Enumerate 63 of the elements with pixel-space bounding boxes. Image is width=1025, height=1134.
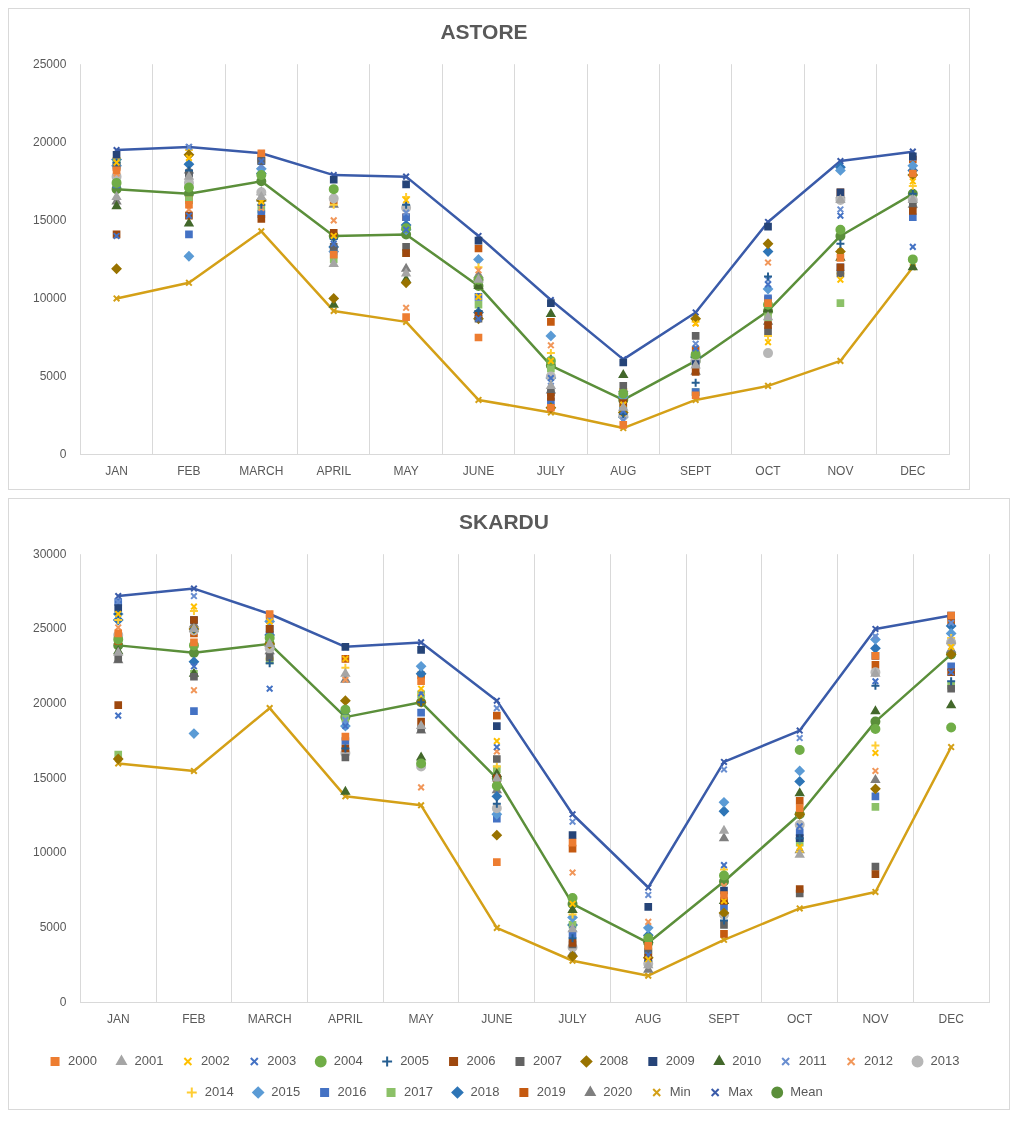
- legend-label: Min: [669, 1084, 691, 1100]
- x-tick-label: DEC: [938, 1012, 965, 1027]
- y-tick-label: 15000: [32, 212, 67, 227]
- x-tick-label: AUG: [635, 1012, 662, 1027]
- legend-label: 2008: [599, 1053, 629, 1069]
- legend-label: 2001: [134, 1053, 164, 1069]
- x-tick-label: NOV: [862, 1012, 889, 1027]
- x-tick-label: SEPT: [679, 464, 712, 479]
- legend-label: 2009: [665, 1053, 695, 1069]
- legend-label: 2011: [798, 1053, 827, 1069]
- chart-title: SKARDU: [459, 510, 549, 534]
- legend-label: 2010: [732, 1053, 762, 1069]
- x-tick-label: JAN: [106, 1012, 130, 1027]
- y-tick-label: 30000: [32, 546, 67, 561]
- legend-label: 2003: [267, 1053, 297, 1069]
- x-tick-label: JUNE: [481, 1012, 513, 1027]
- x-tick-label: MARCH: [239, 464, 284, 479]
- x-tick-label: JULY: [536, 464, 566, 479]
- y-tick-label: 0: [59, 994, 67, 1009]
- y-tick-label: 0: [59, 446, 67, 461]
- legend-label: 2000: [68, 1053, 97, 1069]
- legend-label: 2007: [532, 1053, 562, 1069]
- x-tick-label: OCT: [787, 1012, 814, 1027]
- y-tick-label: 15000: [32, 770, 67, 785]
- legend-label: 2006: [466, 1053, 496, 1069]
- y-tick-label: 10000: [32, 845, 67, 860]
- legend-label: Max: [728, 1084, 754, 1100]
- x-tick-label: MAY: [393, 464, 419, 479]
- x-tick-label: MARCH: [247, 1012, 292, 1027]
- x-tick-label: FEB: [177, 464, 201, 479]
- legend-label: 2015: [271, 1084, 301, 1100]
- legend-label: 2014: [204, 1084, 234, 1100]
- legend-label: 2017: [404, 1084, 433, 1100]
- y-tick-label: 5000: [39, 920, 67, 935]
- x-tick-label: APRIL: [316, 464, 352, 479]
- legend-label: 2019: [536, 1084, 566, 1100]
- x-tick-label: FEB: [182, 1012, 206, 1027]
- legend-label: Mean: [790, 1084, 823, 1100]
- x-tick-label: AUG: [610, 464, 637, 479]
- x-tick-label: NOV: [827, 464, 854, 479]
- x-tick-label: JUNE: [462, 464, 495, 479]
- legend-label: 2002: [200, 1053, 230, 1069]
- x-tick-label: DEC: [900, 464, 926, 479]
- legend-label: 2020: [603, 1084, 633, 1100]
- legend-label: 2012: [864, 1053, 894, 1069]
- legend-label: 2005: [400, 1053, 430, 1069]
- x-tick-label: JAN: [105, 464, 128, 479]
- y-tick-label: 25000: [32, 56, 67, 71]
- x-tick-label: JULY: [558, 1012, 587, 1027]
- y-tick-label: 5000: [39, 368, 67, 383]
- x-tick-label: OCT: [755, 464, 782, 479]
- y-tick-label: 20000: [32, 695, 67, 710]
- y-tick-label: 20000: [32, 134, 67, 149]
- legend-label: 2013: [930, 1053, 960, 1069]
- legend-label: 2004: [333, 1053, 363, 1069]
- x-tick-label: APRIL: [328, 1012, 364, 1027]
- y-tick-label: 10000: [32, 290, 67, 305]
- legend-label: 2018: [470, 1084, 500, 1100]
- chart-title: ASTORE: [440, 20, 528, 44]
- x-tick-label: MAY: [408, 1012, 434, 1027]
- x-tick-label: SEPT: [708, 1012, 741, 1027]
- y-tick-label: 25000: [32, 621, 67, 636]
- legend-label: 2016: [337, 1084, 367, 1100]
